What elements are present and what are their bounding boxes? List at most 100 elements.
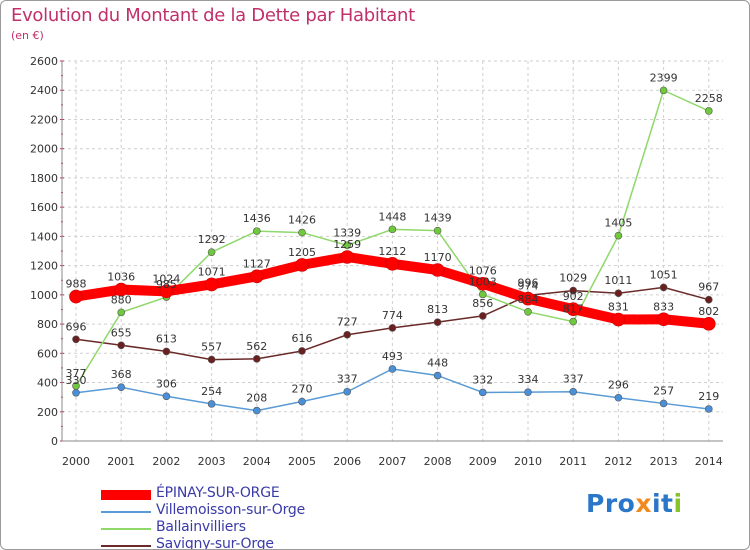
data-label: 1003: [469, 275, 497, 288]
data-point: [433, 371, 442, 380]
data-point: [388, 324, 397, 332]
y-tick-label: 1400: [30, 230, 58, 243]
data-point: [114, 282, 128, 297]
data-label: 613: [156, 332, 177, 345]
legend-swatch: [101, 528, 151, 530]
y-tick-label: 2200: [30, 113, 58, 126]
data-point: [704, 405, 713, 413]
x-tick-label: 2005: [288, 455, 316, 468]
data-point: [569, 387, 578, 396]
data-point: [117, 308, 125, 317]
y-tick-label: 2400: [30, 84, 58, 97]
data-label: 1036: [107, 271, 135, 284]
data-label: 817: [563, 303, 584, 316]
data-label: 833: [653, 300, 674, 313]
data-point: [162, 392, 171, 401]
x-tick-label: 2000: [62, 455, 90, 468]
data-point: [159, 284, 174, 299]
x-tick-label: 2006: [333, 455, 361, 468]
proxiti-logo: Proxiti: [586, 489, 683, 518]
data-point: [659, 399, 668, 408]
y-tick-label: 400: [37, 377, 58, 390]
data-point: [72, 388, 80, 397]
data-label: 813: [427, 303, 448, 316]
data-point: [478, 388, 487, 397]
data-label: 884: [518, 293, 539, 306]
y-tick-label: 1000: [30, 289, 58, 302]
data-label: 802: [698, 305, 719, 318]
data-label: 2399: [650, 71, 678, 84]
chart-title: Evolution du Montant de la Dette par Hab…: [11, 5, 415, 26]
data-label: 1439: [424, 212, 452, 225]
data-label: 974: [518, 280, 539, 293]
data-point: [656, 312, 671, 327]
y-tick-label: 1200: [30, 260, 58, 273]
y-tick-label: 0: [51, 435, 58, 448]
data-label: 337: [563, 373, 584, 386]
legend-swatch: [101, 545, 151, 547]
data-label: 296: [608, 379, 629, 392]
data-label: 1426: [288, 214, 316, 227]
data-point: [207, 400, 216, 408]
data-point: [162, 347, 171, 356]
y-unit-label: (en €): [11, 29, 44, 42]
data-point: [250, 269, 264, 284]
legend-label: Ballainvilliers: [156, 519, 246, 535]
data-label: 562: [246, 340, 267, 353]
data-label: 493: [382, 350, 403, 363]
y-tick-label: 2000: [30, 143, 58, 156]
data-point: [433, 318, 442, 326]
data-label: 306: [156, 377, 177, 390]
data-label: 368: [111, 368, 132, 381]
data-point: [704, 295, 713, 304]
data-label: 1339: [333, 226, 361, 239]
data-label: 254: [201, 385, 222, 398]
data-point: [207, 248, 216, 256]
data-label: 1170: [424, 251, 452, 264]
data-label: 557: [201, 341, 222, 354]
data-point: [611, 312, 626, 327]
data-label: 219: [698, 390, 719, 403]
data-point: [478, 312, 487, 320]
data-label: 1011: [604, 274, 632, 287]
data-label: 1259: [333, 238, 361, 251]
data-label: 988: [66, 278, 87, 291]
y-tick-label: 2600: [30, 55, 58, 68]
x-tick-label: 2011: [559, 455, 587, 468]
data-label: 330: [66, 374, 87, 387]
y-tick-label: 1600: [30, 201, 58, 214]
data-point: [524, 388, 532, 396]
logo-part: x: [635, 489, 652, 518]
data-label: 270: [292, 383, 313, 396]
data-label: 856: [472, 297, 493, 310]
logo-part: Pro: [586, 489, 636, 518]
x-tick-label: 2009: [469, 455, 497, 468]
data-label: 616: [292, 332, 313, 345]
data-point: [433, 226, 442, 235]
data-label: 1292: [198, 233, 226, 246]
data-label: 334: [518, 373, 539, 386]
data-point: [704, 107, 713, 115]
data-label: 655: [111, 326, 132, 339]
data-point: [343, 330, 352, 339]
data-label: 727: [337, 316, 358, 329]
data-label: 1051: [650, 268, 678, 281]
x-tick-label: 2002: [152, 455, 180, 468]
data-point: [204, 277, 219, 292]
data-label: 774: [382, 309, 403, 322]
data-label: 1405: [604, 217, 632, 230]
legend-label: Villemoisson-sur-Orge: [156, 502, 306, 518]
data-label: 332: [472, 373, 493, 386]
data-label: 967: [698, 281, 719, 294]
data-point: [524, 307, 532, 316]
x-tick-label: 2004: [243, 455, 271, 468]
x-tick-label: 2013: [650, 455, 678, 468]
data-label: 985: [156, 278, 177, 291]
x-tick-label: 2007: [378, 455, 406, 468]
y-tick-label: 600: [37, 347, 58, 360]
data-point: [253, 355, 261, 363]
legend-label: ÉPINAY-SUR-ORGE: [156, 485, 280, 501]
data-label: 337: [337, 373, 358, 386]
data-label: 1436: [243, 212, 271, 225]
